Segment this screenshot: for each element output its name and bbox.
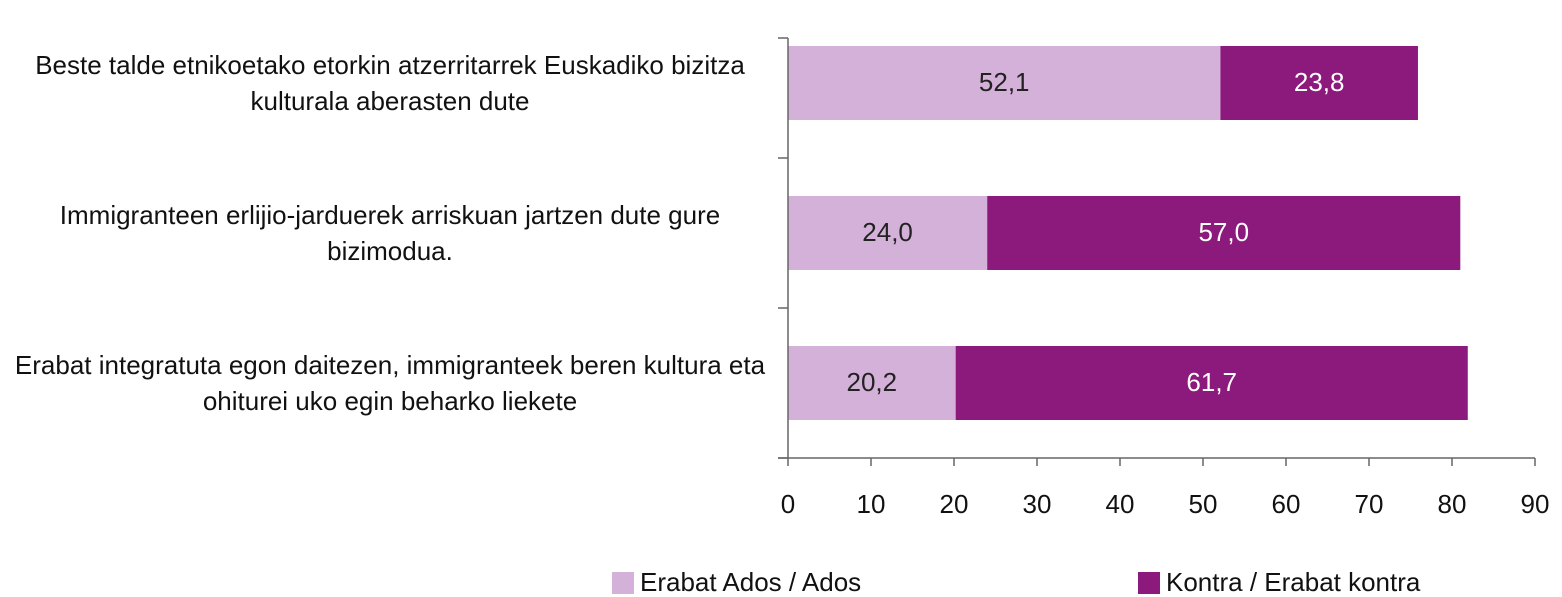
value-label: 24,0: [862, 217, 913, 247]
legend-label: Erabat Ados / Ados: [640, 567, 861, 597]
category-label: Erabat integratuta egon daitezen, immigr…: [14, 350, 766, 416]
bar-segment: [1220, 46, 1418, 120]
value-label: 52,1: [979, 67, 1030, 97]
category-label: Immigranteen erlijio-jarduerek arriskuan…: [59, 200, 721, 266]
legend-label: Kontra / Erabat kontra: [1166, 567, 1421, 597]
x-tick-label: 80: [1438, 489, 1467, 519]
x-tick-label: 0: [781, 489, 795, 519]
value-label: 23,8: [1294, 67, 1345, 97]
value-label: 57,0: [1198, 217, 1249, 247]
value-label: 61,7: [1186, 367, 1237, 397]
bar-segment: [788, 46, 1221, 120]
x-tick-label: 60: [1272, 489, 1301, 519]
bar-segment: [955, 346, 1468, 420]
category-label: Beste talde etnikoetako etorkin atzerrit…: [35, 50, 745, 116]
value-label: 20,2: [847, 367, 898, 397]
bar-segment: [987, 196, 1461, 270]
legend-swatch: [612, 572, 634, 594]
bar-segment: [788, 196, 988, 270]
x-tick-label: 50: [1189, 489, 1218, 519]
x-tick-label: 70: [1355, 489, 1384, 519]
legend-swatch: [1138, 572, 1160, 594]
x-tick-label: 10: [857, 489, 886, 519]
x-tick-label: 20: [940, 489, 969, 519]
bar-segment: [788, 346, 956, 420]
x-tick-label: 90: [1521, 489, 1550, 519]
x-tick-label: 40: [1106, 489, 1135, 519]
x-tick-label: 30: [1023, 489, 1052, 519]
